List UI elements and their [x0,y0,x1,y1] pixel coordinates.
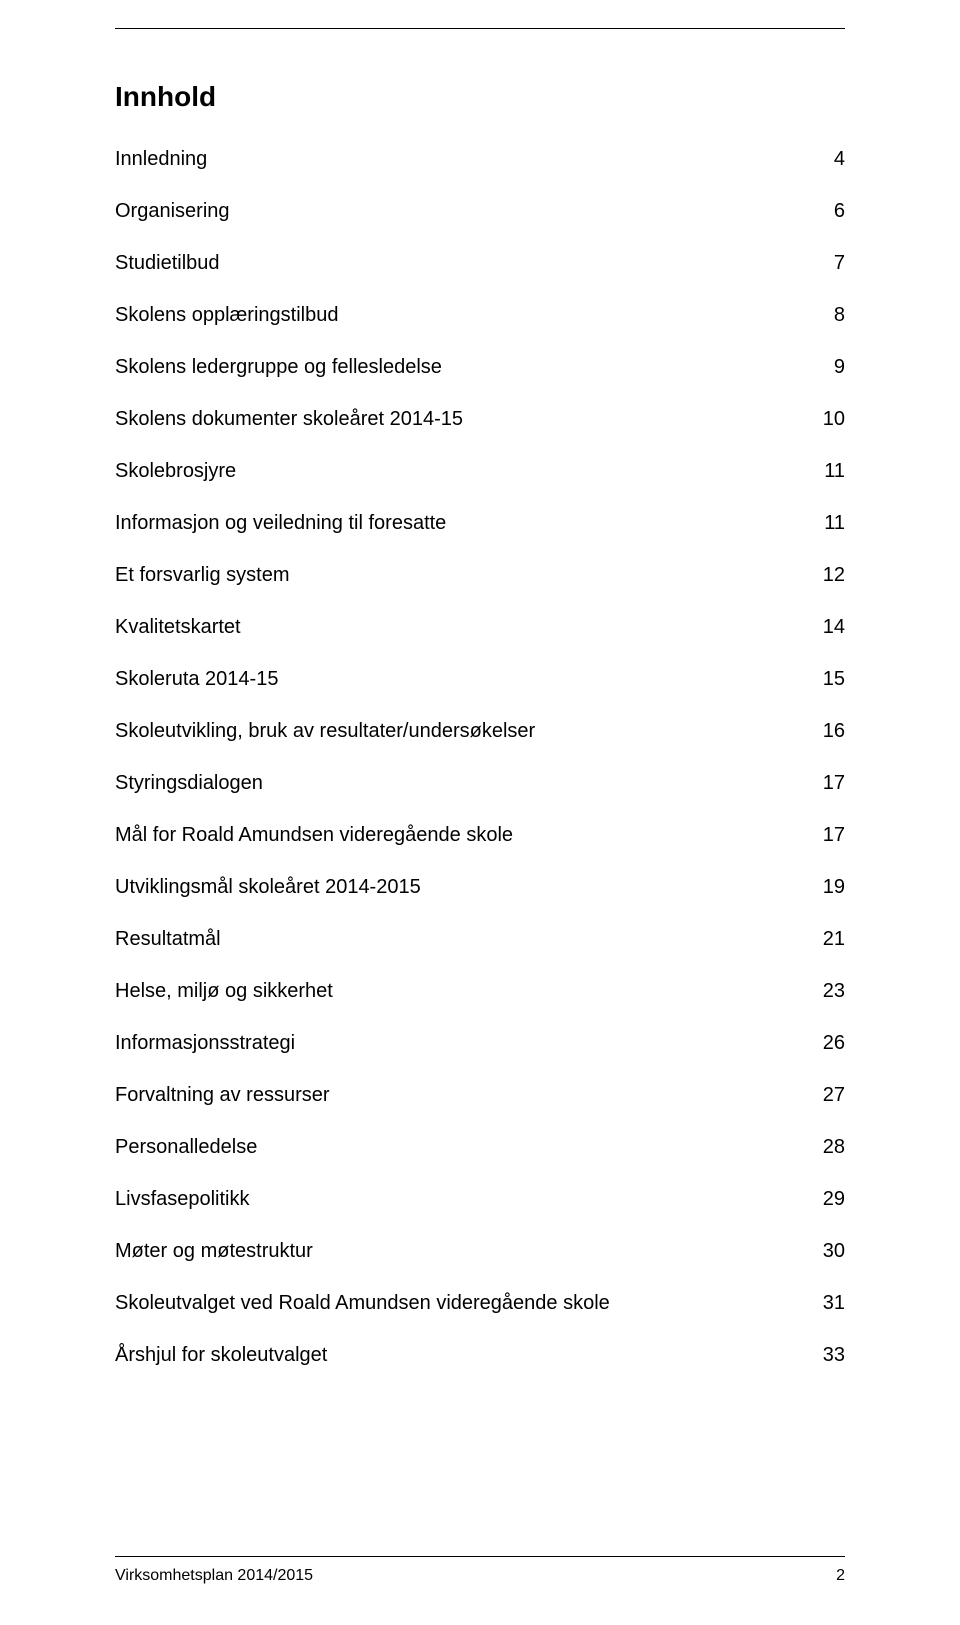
toc-entry-page: 27 [795,1083,845,1107]
toc-row: Møter og møtestruktur30 [115,1239,845,1263]
toc-entry-label: Personalledelse [115,1135,795,1159]
toc-entry-label: Skolens ledergruppe og fellesledelse [115,355,795,379]
toc-entry-page: 12 [795,563,845,587]
toc-row: Utviklingsmål skoleåret 2014-201519 [115,875,845,899]
toc-entry-page: 6 [795,199,845,223]
toc-row: Skoleutvalget ved Roald Amundsen videreg… [115,1291,845,1315]
toc-row: Livsfasepolitikk29 [115,1187,845,1211]
toc-entry-page: 11 [795,459,845,483]
toc-entry-page: 29 [795,1187,845,1211]
table-of-contents: Innledning4 Organisering6 Studietilbud7 Sko… [115,147,845,1367]
toc-entry-page: 30 [795,1239,845,1263]
toc-entry-label: Utviklingsmål skoleåret 2014-2015 [115,875,795,899]
toc-row: Kvalitetskartet14 [115,615,845,639]
toc-entry-label: Skolens dokumenter skoleåret 2014-15 [115,407,795,431]
toc-entry-label: Møter og møtestruktur [115,1239,795,1263]
toc-entry-page: 19 [795,875,845,899]
toc-entry-label: Resultatmål [115,927,795,951]
toc-row: Innledning4 [115,147,845,171]
toc-entry-page: 14 [795,615,845,639]
toc-entry-label: Informasjonsstrategi [115,1031,795,1055]
top-horizontal-rule [115,28,845,29]
toc-row: Informasjon og veiledning til foresatte1… [115,511,845,535]
toc-entry-label: Organisering [115,199,795,223]
toc-entry-label: Skolens opplæringstilbud [115,303,795,327]
toc-entry-page: 17 [795,823,845,847]
footer-horizontal-rule [115,1556,845,1557]
toc-entry-page: 16 [795,719,845,743]
toc-row: Studietilbud7 [115,251,845,275]
toc-row: Helse, miljø og sikkerhet23 [115,979,845,1003]
toc-heading: Innhold [115,81,845,113]
toc-row: Mål for Roald Amundsen videregående skol… [115,823,845,847]
toc-entry-page: 7 [795,251,845,275]
toc-row: Skoleutvikling, bruk av resultater/under… [115,719,845,743]
footer-left-text: Virksomhetsplan 2014/2015 [115,1567,313,1585]
toc-row: Informasjonsstrategi26 [115,1031,845,1055]
toc-entry-label: Studietilbud [115,251,795,275]
toc-entry-label: Mål for Roald Amundsen videregående skol… [115,823,795,847]
toc-entry-label: Skoleutvikling, bruk av resultater/under… [115,719,795,743]
toc-entry-label: Innledning [115,147,795,171]
toc-entry-page: 26 [795,1031,845,1055]
toc-entry-label: Informasjon og veiledning til foresatte [115,511,795,535]
toc-row: Resultatmål21 [115,927,845,951]
toc-row: Personalledelse28 [115,1135,845,1159]
toc-entry-page: 17 [795,771,845,795]
toc-entry-page: 23 [795,979,845,1003]
toc-entry-label: Skolebrosjyre [115,459,795,483]
toc-entry-page: 8 [795,303,845,327]
document-page: Innhold Innledning4 Organisering6 Studieti… [0,28,960,1625]
toc-row: Skoleruta 2014-1515 [115,667,845,691]
toc-entry-label: Skoleruta 2014-15 [115,667,795,691]
toc-entry-label: Et forsvarlig system [115,563,795,587]
toc-entry-page: 28 [795,1135,845,1159]
toc-row: Skolens dokumenter skoleåret 2014-1510 [115,407,845,431]
toc-row: Styringsdialogen17 [115,771,845,795]
footer-page-number: 2 [836,1567,845,1585]
toc-row: Forvaltning av ressurser27 [115,1083,845,1107]
toc-entry-page: 10 [795,407,845,431]
footer-row: Virksomhetsplan 2014/2015 2 [115,1567,845,1585]
toc-row: Et forsvarlig system12 [115,563,845,587]
toc-entry-label: Styringsdialogen [115,771,795,795]
toc-entry-page: 33 [795,1343,845,1367]
toc-entry-page: 9 [795,355,845,379]
toc-row: Skolebrosjyre11 [115,459,845,483]
toc-entry-page: 31 [795,1291,845,1315]
toc-entry-label: Helse, miljø og sikkerhet [115,979,795,1003]
toc-entry-label: Forvaltning av ressurser [115,1083,795,1107]
toc-row: Skolens ledergruppe og fellesledelse9 [115,355,845,379]
toc-entry-label: Kvalitetskartet [115,615,795,639]
toc-row: Skolens opplæringstilbud8 [115,303,845,327]
toc-entry-page: 21 [795,927,845,951]
toc-entry-page: 11 [795,511,845,535]
toc-row: Organisering6 [115,199,845,223]
toc-entry-page: 15 [795,667,845,691]
toc-entry-label: Årshjul for skoleutvalget [115,1343,795,1367]
page-footer: Virksomhetsplan 2014/2015 2 [115,1556,845,1585]
toc-entry-label: Skoleutvalget ved Roald Amundsen videreg… [115,1291,795,1315]
toc-row: Årshjul for skoleutvalget33 [115,1343,845,1367]
toc-entry-label: Livsfasepolitikk [115,1187,795,1211]
toc-entry-page: 4 [795,147,845,171]
